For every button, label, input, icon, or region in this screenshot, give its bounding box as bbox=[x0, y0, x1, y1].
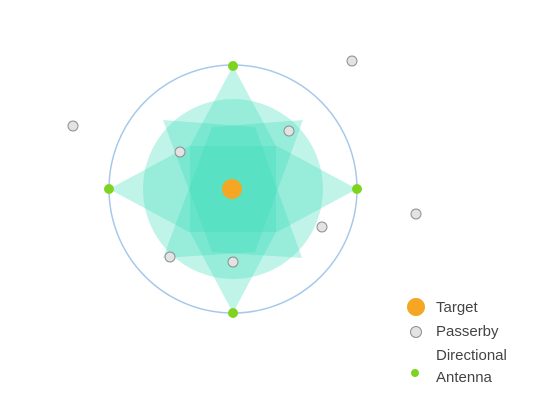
antennas bbox=[104, 61, 362, 318]
passerby-node bbox=[67, 120, 79, 132]
passerby-node bbox=[316, 221, 328, 233]
legend-item-passerby: Passerby bbox=[404, 321, 534, 343]
antenna-swatch-icon bbox=[404, 345, 428, 377]
passersby bbox=[67, 55, 422, 268]
antenna-node-bottom bbox=[228, 308, 238, 318]
passerby-node bbox=[283, 125, 295, 137]
passerby-node bbox=[164, 251, 176, 263]
passerby-swatch-icon bbox=[404, 321, 428, 343]
legend-label-antenna: Directional Antenna bbox=[436, 347, 507, 386]
passerby-node bbox=[410, 208, 422, 220]
target-swatch-icon bbox=[404, 297, 428, 319]
legend-label-passerby: Passerby bbox=[436, 323, 499, 340]
passerby-node bbox=[227, 256, 239, 268]
passerby-dot-icon bbox=[410, 326, 422, 338]
passerby-node bbox=[346, 55, 358, 67]
passerby-node bbox=[174, 146, 186, 158]
legend-item-target: Target bbox=[404, 297, 534, 319]
antenna-node-left bbox=[104, 184, 114, 194]
legend: Target Passerby Directional Antenna bbox=[404, 297, 534, 391]
antenna-node-top bbox=[228, 61, 238, 71]
legend-label-target: Target bbox=[436, 299, 478, 316]
antenna-dot-icon bbox=[411, 369, 419, 377]
target-dot-icon bbox=[407, 298, 425, 316]
legend-item-antenna: Directional Antenna bbox=[404, 345, 534, 389]
antenna-node-right bbox=[352, 184, 362, 194]
target-node bbox=[222, 179, 242, 199]
